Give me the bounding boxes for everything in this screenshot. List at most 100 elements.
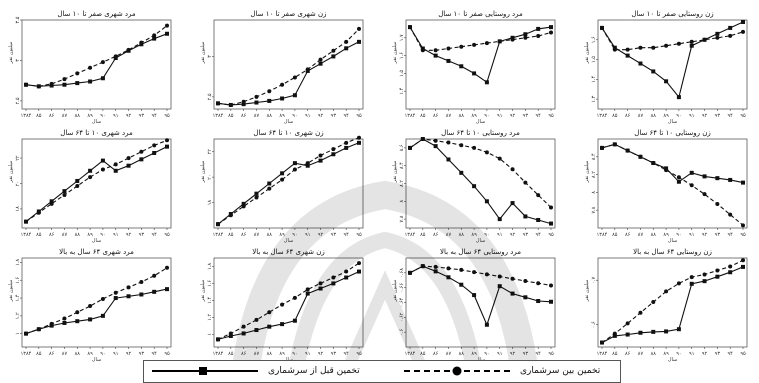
data-point-square: [459, 282, 464, 287]
data-point-square: [331, 281, 336, 286]
x-tick-label: ۹۱: [689, 113, 694, 119]
data-point-circle: [36, 327, 41, 332]
data-point-square: [689, 170, 694, 175]
x-tick-label: ۹۲: [510, 351, 516, 357]
data-point-square: [536, 299, 541, 304]
data-point-square: [433, 53, 438, 58]
panel-title: مرد روستایی ۶۴ سال به بالا: [440, 248, 521, 256]
y-tick-label: ۲.۵: [15, 97, 21, 104]
data-point-circle: [408, 270, 412, 275]
x-axis-label: سال: [668, 357, 677, 363]
data-point-circle: [113, 290, 118, 295]
x-tick-label: ۹۰: [676, 232, 681, 238]
data-point-square: [100, 158, 105, 163]
x-tick-label: ۹۵: [740, 113, 746, 119]
x-tick-label: ۹۵: [164, 232, 170, 238]
series-line-between-census: [409, 265, 552, 286]
x-tick-label: ۹۵: [164, 113, 170, 119]
data-point-square: [523, 32, 528, 37]
data-point-circle: [165, 265, 169, 270]
data-point-circle: [625, 47, 630, 52]
x-tick-label: ۸۹: [87, 113, 93, 119]
data-point-circle: [651, 45, 656, 50]
x-tick-label: ۹۵: [356, 232, 362, 238]
data-point-circle: [49, 321, 54, 326]
x-axis-label: سال: [92, 238, 101, 244]
series-line-before-census: [217, 142, 360, 225]
x-axis-label: سال: [668, 119, 677, 125]
series-line-between-census: [25, 139, 168, 223]
plot-frame: [405, 19, 556, 110]
panel-title: مرد شهری ۱۰ تا ۶۴ سال: [60, 129, 133, 137]
x-tick-label: ۹۴: [727, 232, 733, 238]
x-tick-label: ۸۷: [638, 232, 644, 238]
x-tick-label: ۹۱: [305, 351, 310, 357]
data-point-circle: [484, 150, 489, 155]
data-point-square: [75, 319, 80, 324]
data-point-circle: [88, 65, 93, 70]
x-tick-label: ۸۹: [471, 232, 477, 238]
data-point-circle: [728, 264, 733, 269]
data-point-square: [152, 150, 157, 155]
data-point-circle: [689, 275, 694, 280]
data-point-circle: [702, 192, 707, 197]
x-tick-label: ۹۱: [497, 113, 502, 119]
x-tick-label: ۹۵: [164, 351, 170, 357]
x-tick-label: ۸۵: [228, 351, 234, 357]
x-tick-label: ۸۷: [446, 232, 452, 238]
x-tick-label: ۸۵: [612, 113, 618, 119]
data-point-square: [741, 19, 745, 24]
x-tick-label: ۸۶: [625, 351, 631, 357]
x-tick-label: ۹۰: [484, 232, 489, 238]
x-tick-label: ۹۴: [727, 113, 733, 119]
data-point-circle: [741, 223, 745, 228]
x-tick-label: ۹۲: [702, 232, 708, 238]
data-point-circle: [318, 153, 323, 158]
x-tick-label: ۹۰: [292, 232, 297, 238]
data-point-circle: [254, 195, 259, 200]
data-point-circle: [267, 89, 272, 94]
data-point-circle: [100, 167, 105, 172]
x-tick-label: ۸۷: [254, 351, 260, 357]
series-line-between-census: [409, 26, 552, 51]
panel: مرد روستایی ۶۴ سال به بالا ۰.۶ ۰.۶۲ ۰.۶۴ ۰.۶…: [392, 248, 556, 363]
data-point-square: [625, 53, 630, 58]
data-point-square: [741, 264, 745, 269]
plot-frame: [21, 138, 172, 229]
data-point-square: [484, 199, 489, 204]
data-point-circle: [216, 337, 220, 342]
panel: زن شهری ۶۴ سال به بالا ۱ ۱.۲ ۱.۴ ۱.۶ ۱.۸ میلیو…: [200, 248, 364, 363]
data-point-circle: [241, 324, 246, 329]
data-point-circle: [702, 272, 707, 277]
data-point-circle: [741, 29, 745, 34]
data-point-square: [88, 79, 93, 84]
data-point-square: [625, 332, 630, 337]
data-point-circle: [638, 45, 643, 50]
data-point-square: [484, 80, 489, 85]
data-point-square: [651, 329, 656, 334]
data-point-square: [728, 25, 733, 30]
data-point-square: [241, 102, 246, 107]
data-point-square: [357, 140, 361, 145]
x-tick-label: ۹۰: [676, 351, 681, 357]
x-tick-label: ۸۸: [651, 113, 657, 119]
y-axis-label: میلیون نفر: [584, 41, 590, 64]
data-point-square: [331, 152, 336, 157]
x-tick-label: ۹۵: [548, 351, 554, 357]
data-point-circle: [446, 46, 451, 51]
data-point-circle: [715, 201, 720, 206]
plot-frame: [213, 19, 364, 110]
y-axis-label: میلیون نفر: [392, 41, 398, 64]
data-point-circle: [152, 33, 157, 38]
x-tick-label: ۱۳۸۴: [213, 232, 224, 238]
data-point-circle: [638, 310, 643, 315]
data-point-square: [62, 320, 67, 325]
x-tick-label: ۹۰: [100, 351, 105, 357]
x-tick-label: ۹۰: [292, 113, 297, 119]
x-tick-label: ۹۱: [689, 351, 694, 357]
data-point-circle: [472, 270, 477, 275]
data-point-square: [267, 98, 272, 103]
data-point-square: [305, 291, 310, 296]
x-tick-label: ۹۲: [702, 113, 708, 119]
data-point-circle: [113, 54, 118, 59]
